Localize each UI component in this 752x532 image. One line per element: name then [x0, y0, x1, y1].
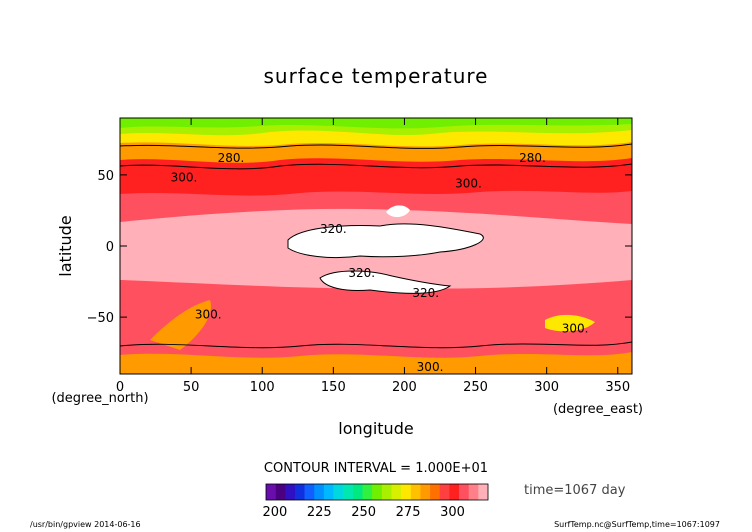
colorbar-swatch [352, 484, 363, 500]
colorbar-swatch [285, 484, 296, 500]
contour-label: 320. [348, 266, 375, 280]
y-tick-label: −50 [87, 311, 114, 326]
colorbar-swatch [430, 484, 441, 500]
contour-label: 280. [218, 151, 245, 165]
contour-label: 300. [455, 176, 482, 190]
colorbar-swatch [420, 484, 431, 500]
colorbar-swatch [266, 484, 276, 500]
colorbar-tick-label: 250 [351, 505, 376, 520]
patch-south-east-yellow [545, 314, 595, 332]
y-axis: 50 0 −50 [87, 169, 632, 326]
band-south-orange [120, 352, 632, 374]
contour-280-north [120, 143, 632, 149]
contour-label: 280. [519, 151, 546, 165]
footer-left: /usr/bin/gpview 2014-06-16 [30, 520, 141, 529]
contour-300-south [120, 341, 632, 349]
x-tick-label: 200 [392, 380, 417, 395]
colorbar-swatch [468, 484, 479, 500]
colorbar-swatch [381, 484, 392, 500]
heatmap-field [120, 118, 632, 374]
contour-labels: 280. 280. 300. 300. 320. 320. 320. 300. 300. 300. [171, 151, 589, 374]
colorbar-swatch [449, 484, 460, 500]
x-tick-label: 150 [321, 380, 346, 395]
colorbar-swatch [333, 484, 344, 500]
contour-label: 300. [417, 360, 444, 374]
y-axis-label: latitude [56, 215, 75, 276]
x-tick-label: 350 [605, 380, 630, 395]
warm-pool-north-patch [386, 205, 410, 218]
x-tick-label: 250 [463, 380, 488, 395]
warm-pool-main [288, 223, 484, 258]
contour-interval-text: CONTOUR INTERVAL = 1.000E+01 [264, 461, 488, 476]
colorbar-swatch [391, 484, 402, 500]
contour-label: 300. [195, 307, 222, 321]
colorbar-tick-label: 225 [307, 505, 332, 520]
colorbar-swatch [343, 484, 354, 500]
colorbar-swatch [362, 484, 373, 500]
colorbar-swatch [304, 484, 315, 500]
band-subtropic-south [120, 280, 632, 310]
chart-title: surface temperature [264, 64, 489, 88]
colorbar-swatch [410, 484, 421, 500]
contour-label: 320. [412, 286, 439, 300]
x-tick-label: 0 [116, 380, 124, 395]
colorbar-swatch [323, 484, 334, 500]
contour-300-north [120, 163, 632, 170]
colorbar-tick-label: 275 [396, 505, 421, 520]
colorbar-swatch [314, 484, 325, 500]
contour-label: 320. [320, 222, 347, 236]
colorbar-swatch [275, 484, 286, 500]
contour-label: 300. [171, 171, 198, 185]
footer-right: SurfTemp.nc@SurfTemp,time=1067:1097 [554, 520, 720, 529]
x-tick-label: 100 [250, 380, 275, 395]
y-tick-label: 50 [97, 169, 114, 184]
colorbar-swatch [372, 484, 383, 500]
x-tick-label: 50 [183, 380, 200, 395]
y-tick-label: 0 [106, 240, 114, 255]
x-tick-label: 300 [534, 380, 559, 395]
contour-320-main [287, 223, 484, 259]
y-unit-label: (degree_north) [51, 391, 148, 406]
colorbar-swatch [459, 484, 469, 500]
colorbar: 200 225 250 275 300 [262, 483, 489, 520]
colorbar-swatch [478, 484, 489, 500]
colorbar-swatch [439, 484, 450, 500]
colorbar-swatch [294, 484, 305, 500]
colorbar-frame [265, 483, 489, 501]
warm-pool-south-strip [320, 271, 450, 294]
x-unit-label: (degree_east) [553, 402, 643, 417]
contour-320-south [319, 270, 452, 294]
x-axis: 0 50 100 150 200 250 300 350 [116, 118, 630, 395]
colorbar-swatch [401, 484, 412, 500]
x-axis-label: longitude [338, 419, 413, 438]
contour-label: 300. [562, 321, 589, 335]
patch-north-green-lobe [120, 118, 632, 129]
patch-south-west-yellow [150, 300, 211, 350]
colorbar-tick-label: 200 [262, 505, 287, 520]
time-text: time=1067 day [524, 483, 626, 498]
colorbar-tick-label: 300 [440, 505, 465, 520]
